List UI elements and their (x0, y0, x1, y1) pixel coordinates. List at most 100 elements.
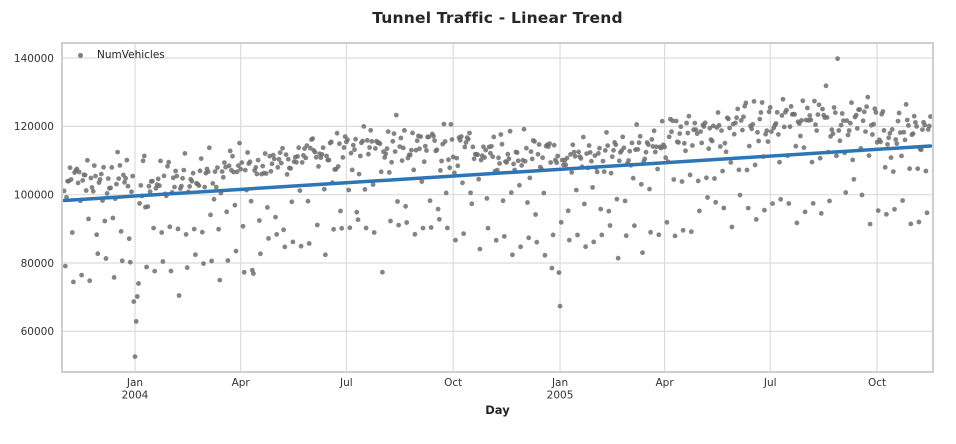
scatter-point (356, 171, 362, 177)
scatter-point (556, 270, 562, 275)
scatter-point (445, 225, 450, 231)
scatter-point (265, 205, 270, 210)
scatter-point (621, 145, 627, 151)
scatter-point (345, 137, 350, 143)
scatter-point (470, 144, 476, 150)
scatter-point (630, 175, 636, 181)
scatter-point (478, 157, 484, 163)
scatter-point (880, 109, 886, 114)
svg-text:Jul: Jul (763, 377, 777, 389)
scatter-point (452, 170, 457, 176)
scatter-point (762, 207, 767, 213)
scatter-point (547, 141, 552, 147)
scatter-point (690, 143, 695, 148)
svg-text:Apr: Apr (232, 377, 251, 389)
scatter-point (392, 149, 398, 155)
scatter-point (190, 170, 196, 176)
scatter-point (827, 198, 832, 204)
scatter-point (687, 172, 693, 178)
scatter-point (924, 210, 930, 216)
scatter-point (179, 183, 184, 189)
scatter-point (305, 198, 311, 204)
scatter-point (98, 171, 104, 177)
scatter-point (664, 219, 670, 225)
scatter-point (896, 110, 902, 116)
scatter-point (688, 229, 694, 235)
scatter-point (741, 114, 746, 120)
scatter-point (134, 294, 140, 299)
scatter-point (794, 220, 800, 226)
scatter-point (600, 158, 606, 164)
scatter-point (620, 134, 626, 140)
scatter-point (887, 130, 893, 136)
scatter-point (205, 169, 211, 175)
scatter-point (461, 231, 466, 237)
scatter-point (210, 181, 216, 186)
scatter-point (176, 293, 182, 298)
scatter-point (242, 167, 248, 173)
scatter-point (522, 158, 528, 164)
scatter-point (498, 132, 504, 137)
scatter-point (799, 118, 804, 123)
svg-text:Jan: Jan (551, 377, 568, 389)
scatter-point (316, 164, 321, 169)
legend-label: NumVehicles (97, 49, 165, 61)
scatter-point (892, 206, 897, 212)
scatter-point (390, 138, 396, 144)
scatter-point (76, 169, 82, 175)
scatter-point (805, 105, 810, 111)
scatter-point (414, 138, 420, 144)
scatter-point (878, 139, 883, 145)
scatter-point (184, 265, 190, 271)
scatter-point (846, 128, 852, 133)
scatter-point (835, 56, 840, 62)
scatter-point (355, 217, 361, 223)
scatter-point (87, 278, 93, 284)
scatter-point (695, 178, 701, 184)
scatter-point (382, 155, 388, 160)
scatter-point (69, 230, 75, 235)
scatter-point (605, 143, 611, 149)
scatter-point (608, 170, 614, 176)
scatter-point (859, 192, 865, 198)
scatter-point (900, 198, 905, 203)
scatter-point (677, 131, 683, 137)
scatter-point (890, 169, 896, 175)
scatter-point (350, 142, 356, 148)
scatter-point (693, 127, 699, 133)
legend-marker-dot-icon (78, 52, 83, 58)
scatter-point (391, 131, 397, 137)
scatter-point (158, 158, 163, 164)
scatter-point (712, 176, 717, 181)
scatter-point (626, 158, 631, 163)
scatter-point (446, 157, 451, 163)
scatter-point (611, 147, 616, 153)
scatter-point (526, 235, 532, 241)
scatter-point (468, 190, 473, 196)
scatter-point (83, 188, 89, 193)
scatter-point (331, 226, 336, 232)
scatter-point (182, 151, 188, 156)
scatter-point (266, 236, 271, 241)
scatter-point (792, 112, 797, 117)
scatter-point (717, 144, 723, 149)
scatter-point (656, 232, 662, 238)
scatter-point (643, 149, 649, 155)
scatter-point (263, 171, 269, 176)
scatter-point (867, 221, 873, 227)
scatter-point (845, 132, 851, 138)
scatter-point (614, 196, 620, 202)
scatter-point (211, 196, 217, 202)
scatter-point (671, 177, 677, 182)
scatter-point (389, 159, 394, 165)
scatter-point (312, 149, 318, 155)
scatter-point (404, 220, 410, 225)
scatter-point (290, 239, 296, 245)
scatter-point (133, 319, 139, 324)
scatter-point (386, 170, 392, 175)
scatter-point (569, 170, 575, 175)
x-tick-year-label: 2005 (547, 390, 574, 402)
scatter-point (564, 155, 570, 161)
scatter-point (295, 154, 300, 159)
